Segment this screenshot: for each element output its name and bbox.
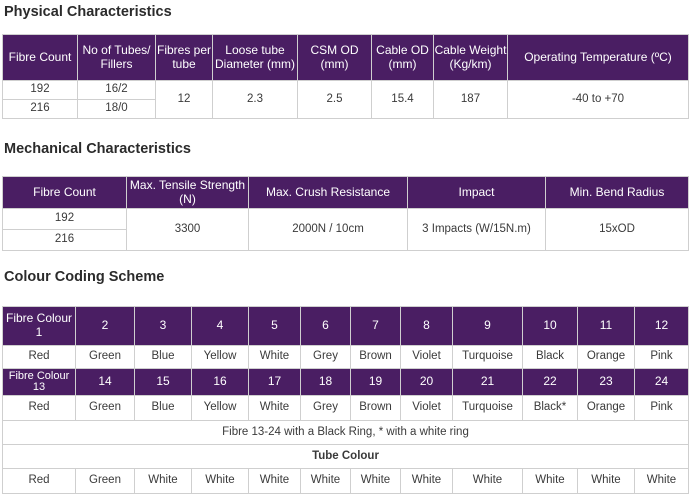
fibre-colour-cell: Red (2, 345, 76, 369)
mechanical-characteristics-table: Fibre Count Max. Tensile Strength (N) Ma… (2, 176, 689, 251)
fibre-colour-cell: Green (75, 395, 135, 421)
header-fibre-number: 22 (522, 368, 578, 396)
csm-od-cell: 2.5 (297, 80, 372, 119)
fibre-colour-cell: White (248, 345, 301, 369)
max-tensile-strength-cell: 3300 (126, 208, 249, 251)
mechanical-characteristics-heading: Mechanical Characteristics (4, 141, 191, 157)
fibre-colour-cell: Turquoise (452, 395, 523, 421)
fibre-colour-cell: Blue (134, 395, 192, 421)
tube-colour-cell: White (248, 468, 301, 494)
fibre-colour-cell: Brown (350, 345, 401, 369)
fibre-colour-cell: Grey (300, 345, 351, 369)
tube-colour-cell: White (634, 468, 689, 494)
header-fibre-number: 4 (191, 306, 249, 346)
fibre-colour-cell: Orange (577, 395, 635, 421)
header-fibre-number: 18 (300, 368, 351, 396)
header-fibre-number: 2 (75, 306, 135, 346)
tube-colour-cell: Green (75, 468, 135, 494)
header-fibre-colour-13: Fibre Colour 13 (2, 368, 76, 396)
header-max-tensile-strength: Max. Tensile Strength (N) (126, 176, 249, 209)
tube-colour-cell: White (350, 468, 401, 494)
tube-colour-cell: White (577, 468, 635, 494)
header-fibre-number: 16 (191, 368, 249, 396)
header-fibres-per-tube: Fibres per tube (155, 34, 213, 81)
fibre-colour-cell: White (248, 395, 301, 421)
tube-colour-cell: White (452, 468, 523, 494)
header-fibre-number: 21 (452, 368, 523, 396)
operating-temperature-cell: -40 to +70 (507, 80, 689, 119)
header-fibre-number: 9 (452, 306, 523, 346)
fibre-colour-cell: Violet (400, 345, 453, 369)
header-fibre-number: 3 (134, 306, 192, 346)
tube-colour-cell: White (300, 468, 351, 494)
header-fibre-number: 24 (634, 368, 689, 396)
tube-colour-cell: White (134, 468, 192, 494)
fibre-colour-cell: Pink (634, 395, 689, 421)
fibre-colour-cell: Black (522, 345, 578, 369)
max-crush-resistance-cell: 2000N / 10cm (248, 208, 408, 251)
fibre-colour-cell: Turquoise (452, 345, 523, 369)
header-fibre-number: 11 (577, 306, 635, 346)
physical-characteristics-table: Fibre Count No of Tubes/ Fillers Fibres … (2, 34, 689, 119)
min-bend-radius-cell: 15xOD (545, 208, 689, 251)
physical-characteristics-heading: Physical Characteristics (4, 4, 172, 20)
fibre-colour-cell: Blue (134, 345, 192, 369)
fibre-colour-cell: Red (2, 395, 76, 421)
header-cable-od: Cable OD (mm) (371, 34, 434, 81)
tubes-fillers-cell: 16/2 (77, 80, 156, 100)
fibre-colour-cell: Black* (522, 395, 578, 421)
header-fibre-number: 7 (350, 306, 401, 346)
header-fibre-number: 17 (248, 368, 301, 396)
fibre-count-cell: 192 (2, 80, 78, 100)
fibre-colour-cell: Green (75, 345, 135, 369)
fibre-colour-cell: Violet (400, 395, 453, 421)
header-loose-tube-diameter: Loose tube Diameter (mm) (212, 34, 298, 81)
header-max-crush-resistance: Max. Crush Resistance (248, 176, 408, 209)
fibre-count-cell: 192 (2, 208, 127, 230)
fibre-count-cell: 216 (2, 99, 78, 119)
fibre-colour-cell: Pink (634, 345, 689, 369)
header-cable-weight: Cable Weight (Kg/km) (433, 34, 508, 81)
fibre-colour-cell: Yellow (191, 345, 249, 369)
header-fibre-number: 8 (400, 306, 453, 346)
header-min-bend-radius: Min. Bend Radius (545, 176, 689, 209)
header-fibre-number: 12 (634, 306, 689, 346)
colour-coding-scheme-heading: Colour Coding Scheme (4, 269, 165, 285)
header-fibre-count: Fibre Count (2, 34, 78, 81)
header-fibre-number: 19 (350, 368, 401, 396)
impact-cell: 3 Impacts (W/15N.m) (407, 208, 546, 251)
header-fibre-number: 14 (75, 368, 135, 396)
black-ring-note: Fibre 13-24 with a Black Ring, * with a … (2, 420, 689, 445)
header-fibre-number: 5 (248, 306, 301, 346)
header-operating-temperature: Operating Temperature (ºC) (507, 34, 689, 81)
cable-weight-cell: 187 (433, 80, 508, 119)
fibre-count-cell: 216 (2, 229, 127, 251)
tube-colour-cell: White (400, 468, 453, 494)
fibre-colour-cell: Orange (577, 345, 635, 369)
header-fibre-number: 6 (300, 306, 351, 346)
fibre-colour-cell: Yellow (191, 395, 249, 421)
header-fibre-colour-1: Fibre Colour 1 (2, 306, 76, 346)
header-fibre-count: Fibre Count (2, 176, 127, 209)
header-fibre-number: 23 (577, 368, 635, 396)
header-csm-od: CSM OD (mm) (297, 34, 372, 81)
cable-od-cell: 15.4 (371, 80, 434, 119)
tube-colour-cell: Red (2, 468, 76, 494)
colour-coding-table: Fibre Colour 1 2 3 4 5 6 7 8 9 10 11 12 … (2, 306, 689, 494)
fibre-colour-cell: Grey (300, 395, 351, 421)
header-fibre-number: 20 (400, 368, 453, 396)
fibre-colour-cell: Brown (350, 395, 401, 421)
header-fibre-number: 10 (522, 306, 578, 346)
tubes-fillers-cell: 18/0 (77, 99, 156, 119)
loose-tube-diameter-cell: 2.3 (212, 80, 298, 119)
tube-colour-title: Tube Colour (2, 444, 689, 469)
tube-colour-cell: White (191, 468, 249, 494)
fibres-per-tube-cell: 12 (155, 80, 213, 119)
tube-colour-cell: White (522, 468, 578, 494)
header-impact: Impact (407, 176, 546, 209)
header-tubes-fillers: No of Tubes/ Fillers (77, 34, 156, 81)
header-fibre-number: 15 (134, 368, 192, 396)
